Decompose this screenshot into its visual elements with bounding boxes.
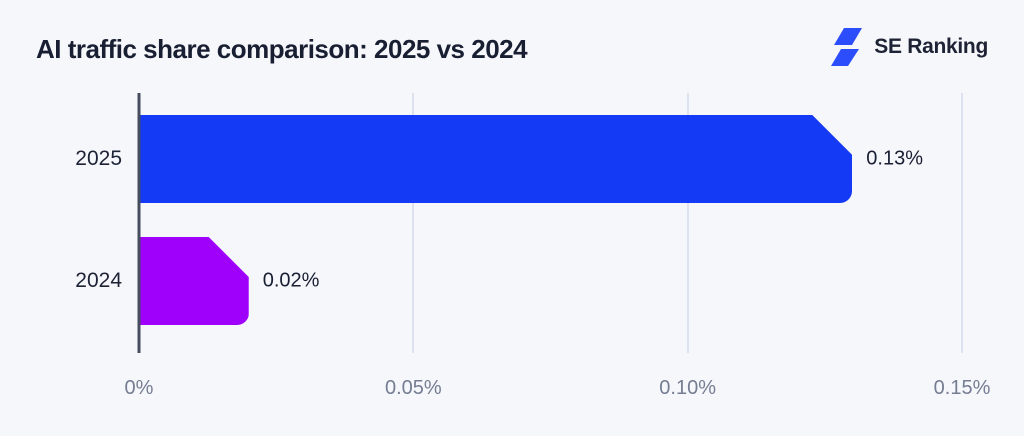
gridline-010	[686, 93, 689, 353]
gridline-005	[412, 93, 415, 353]
value-label-2025: 0.13%	[866, 147, 923, 170]
x-tick-label-005: 0.05%	[384, 377, 442, 399]
se-ranking-lightning-icon	[831, 28, 863, 66]
se-ranking-logo-text: SE Ranking	[874, 35, 988, 58]
gridline-015	[961, 93, 963, 353]
bar-row-2025: 0.13%	[139, 115, 962, 203]
category-label-2024: 2024	[75, 269, 122, 292]
category-label-2025: 2025	[75, 147, 122, 170]
y-axis-line	[137, 93, 141, 353]
bar-2024	[139, 237, 249, 325]
value-label-2024: 0.02%	[262, 269, 320, 292]
x-tick-label-0: 0%	[124, 377, 154, 399]
plot-area: 0.13% 0.02% 0% 0.05% 0.10% 0.15%	[125, 93, 990, 399]
se-ranking-logo: SE Ranking	[831, 28, 988, 66]
bar-row-2024: 0.02%	[139, 237, 962, 325]
x-tick-label-015: 0.15%	[933, 377, 991, 399]
chart-title: AI traffic share comparison: 2025 vs 202…	[36, 34, 528, 64]
x-tick-label-010: 0.10%	[659, 377, 717, 399]
bar-2025	[139, 115, 852, 203]
